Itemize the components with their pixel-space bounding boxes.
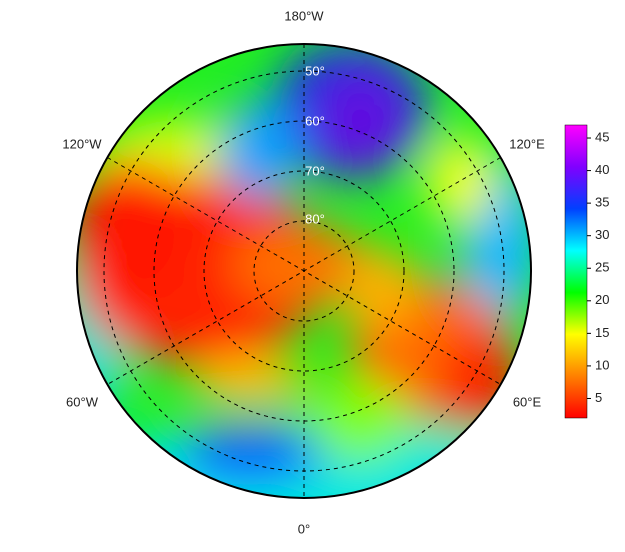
map-boundary: [76, 43, 532, 499]
graticule: [103, 44, 505, 498]
latitude-label: 50°: [305, 63, 325, 78]
longitude-label: 60°E: [513, 394, 542, 409]
longitude-label: 120°E: [509, 136, 545, 151]
colorbar-tick-label: 30: [595, 227, 609, 242]
colorbar-tick-label: 10: [595, 357, 609, 372]
colorbar-scale: [564, 124, 588, 419]
colorbar-tick-label: 20: [595, 292, 609, 307]
colorbar-tick-label: 40: [595, 162, 609, 177]
colorbar-tick-label: 5: [595, 390, 602, 405]
latitude-label: 70°: [305, 163, 325, 178]
longitude-label: 0°: [298, 521, 310, 536]
colorbar: 5 10 15 20 25 30 35 40 45: [564, 124, 609, 419]
field: [77, 44, 531, 498]
colorbar-tick-label: 25: [595, 260, 609, 275]
longitude-label: 120°W: [62, 136, 102, 151]
longitude-label: 60°W: [66, 394, 99, 409]
latitude-label: 80°: [305, 211, 325, 226]
colorbar-tick-label: 45: [595, 129, 609, 144]
colorbar-tick-label: 35: [595, 195, 609, 210]
longitude-label: 180°W: [284, 8, 324, 23]
colorbar-tick-label: 15: [595, 325, 609, 340]
latitude-label: 60°: [305, 113, 325, 128]
